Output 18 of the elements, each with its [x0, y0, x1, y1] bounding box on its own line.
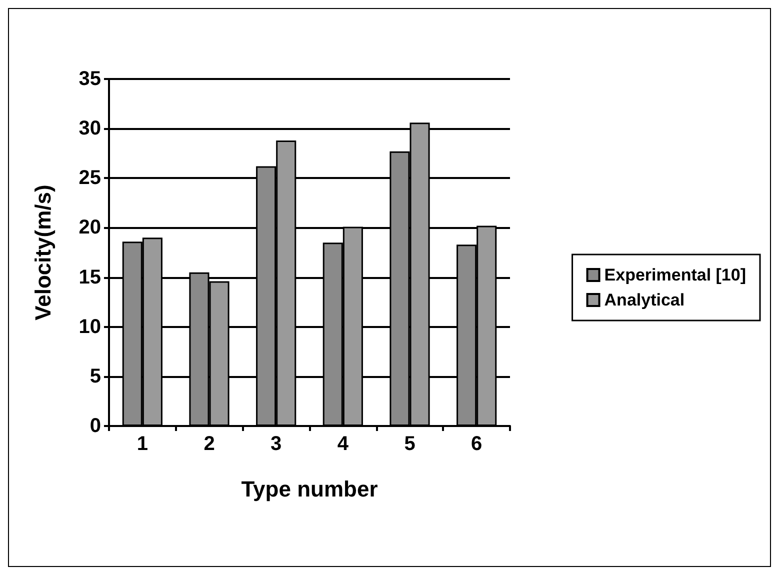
x-tick-label: 5 — [404, 433, 416, 455]
x-axis-title: Type number — [241, 476, 378, 502]
legend-label: Analytical — [604, 290, 685, 310]
y-axis-title: Velocity(m/s) — [30, 184, 56, 320]
x-tick-label: 4 — [337, 433, 350, 455]
y-tick-label: 10 — [78, 316, 101, 338]
y-tick-label: 15 — [78, 266, 101, 288]
y-tick-label: 35 — [78, 68, 101, 90]
y-tick-label: 5 — [90, 365, 101, 388]
y-tick-label: 20 — [78, 216, 101, 239]
x-tick-label: 6 — [471, 433, 482, 455]
x-tick-label: 2 — [204, 433, 215, 455]
y-tick-label: 25 — [78, 167, 101, 190]
x-tick-label: 1 — [136, 433, 148, 455]
legend-label: Experimental [10] — [604, 266, 746, 284]
y-tick-label: 30 — [78, 118, 101, 140]
x-tick-label: 3 — [270, 433, 282, 455]
y-tick-label: 0 — [90, 415, 101, 437]
